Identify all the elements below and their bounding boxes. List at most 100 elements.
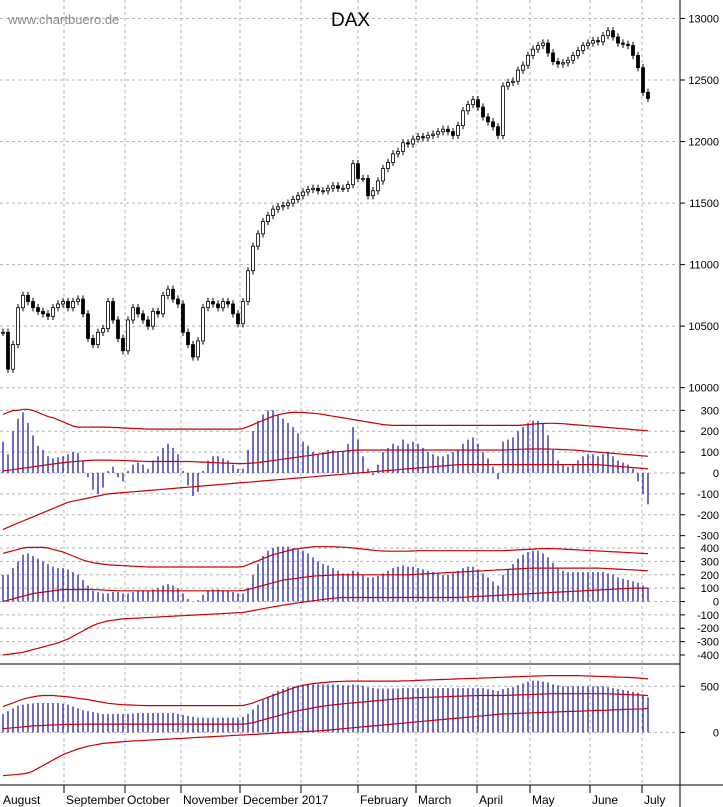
watermark: www.chartbuero.de: [8, 12, 120, 27]
candle-body: [301, 191, 305, 197]
candle-body: [101, 328, 105, 333]
band-line-middle: [2, 448, 649, 472]
candle-body: [156, 310, 160, 315]
candle-body: [31, 301, 35, 309]
candle-body: [386, 162, 390, 170]
candle-body: [516, 69, 520, 82]
band-line-lower: [2, 587, 648, 656]
candle-body: [81, 298, 85, 315]
candle-body: [106, 301, 110, 330]
candle-body: [26, 294, 30, 302]
candle-body: [636, 54, 640, 69]
candle-body: [416, 136, 420, 140]
y-tick-label: 0: [713, 727, 719, 739]
candle-body: [151, 310, 155, 327]
candle-body: [486, 116, 490, 123]
band-line-upper: [2, 674, 649, 708]
candle-body: [181, 303, 185, 333]
band-line-lower: [2, 707, 649, 777]
candle-body: [356, 163, 360, 179]
candle-body: [466, 104, 470, 112]
candle-body: [241, 301, 245, 325]
candle-body: [326, 187, 330, 192]
candle-body: [171, 288, 175, 300]
candle-body: [11, 344, 15, 370]
candle-body: [286, 202, 290, 206]
candle-body: [596, 40, 600, 43]
y-tick-label: 100: [701, 583, 719, 595]
candle-body: [41, 310, 45, 315]
candle-body: [391, 153, 395, 163]
candle-body: [246, 270, 250, 302]
candle-body: [51, 307, 55, 317]
candle-body: [496, 126, 500, 136]
candle-body: [616, 36, 620, 44]
candle-body: [116, 319, 120, 339]
candle-body: [36, 307, 40, 312]
candle-body: [311, 187, 315, 190]
candle-body: [61, 301, 65, 305]
candle-body: [381, 168, 385, 182]
candle-body: [461, 110, 465, 126]
band-line-lower: [2, 464, 649, 530]
y-tick-label: 500: [701, 681, 719, 693]
y-tick-label: 200: [701, 570, 719, 582]
candle-body: [361, 178, 365, 180]
candle-body: [346, 184, 350, 189]
candle-body: [46, 313, 50, 317]
candle-body: [456, 125, 460, 136]
candle-body: [206, 301, 210, 309]
candle-body: [131, 307, 135, 321]
month-label: February: [360, 793, 408, 807]
candle-body: [436, 131, 440, 135]
y-tick-label: 0: [713, 468, 719, 480]
candle-body: [626, 43, 630, 46]
candle-body: [191, 344, 195, 358]
candle-body: [21, 294, 25, 309]
band-line-middle: [2, 693, 649, 730]
candle-body: [421, 136, 425, 139]
y-tick-label: -300: [697, 637, 719, 649]
candle-body: [571, 54, 575, 61]
candle-body: [96, 331, 100, 346]
candle-body: [366, 178, 370, 197]
candle-body: [441, 128, 445, 133]
y-tick-label: 300: [701, 556, 719, 568]
candle-body: [336, 185, 340, 189]
month-label: July: [644, 793, 665, 807]
candle-body: [136, 307, 140, 315]
candle-body: [501, 85, 505, 136]
candle-body: [471, 99, 475, 106]
candle-body: [601, 35, 605, 43]
candle-body: [631, 45, 635, 56]
candle-body: [121, 338, 125, 352]
candle-body: [561, 62, 565, 65]
y-tick-label: -200: [697, 623, 719, 635]
candle-body: [126, 319, 130, 352]
month-label: November: [183, 793, 238, 807]
candle-body: [376, 180, 380, 192]
candle-body: [141, 313, 145, 321]
candle-body: [306, 189, 310, 193]
y-tick-label: 100: [701, 447, 719, 459]
candle-body: [446, 128, 450, 133]
candle-body: [641, 67, 645, 93]
candle-body: [271, 208, 275, 216]
candle-body: [166, 288, 170, 296]
candle-body: [581, 45, 585, 51]
candle-body: [71, 301, 75, 309]
candle-body: [551, 52, 555, 62]
candle-body: [576, 50, 580, 56]
candle-body: [591, 40, 595, 44]
candle-body: [236, 313, 240, 325]
candle-body: [406, 142, 410, 145]
candle-body: [586, 42, 590, 46]
candle-body: [426, 134, 430, 139]
y-tick-label: 12500: [688, 75, 719, 87]
candle-body: [411, 138, 415, 145]
candle-body: [341, 187, 345, 190]
candle-body: [316, 187, 320, 192]
candle-body: [541, 42, 545, 46]
